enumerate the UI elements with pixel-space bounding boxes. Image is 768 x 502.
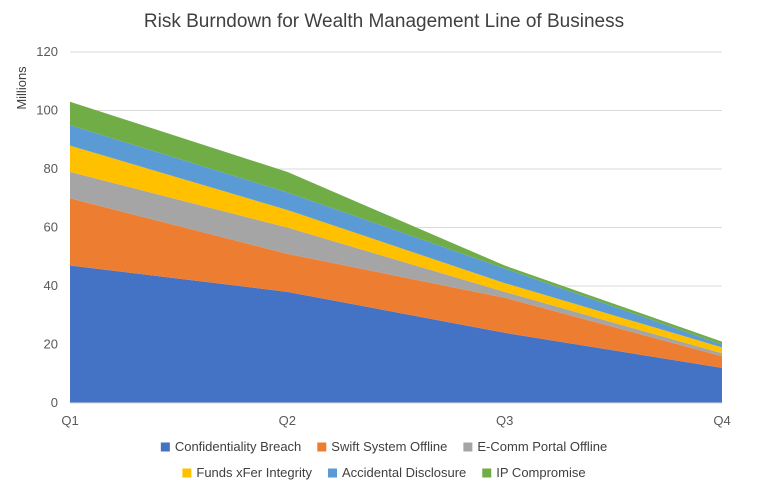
area-series-2	[70, 171, 722, 357]
y-tick-label: 100	[36, 103, 58, 118]
legend-item: Accidental Disclosure	[327, 465, 466, 480]
x-axis: Q1 Q2 Q3 Q4	[61, 402, 731, 428]
y-tick-label: 60	[44, 220, 58, 235]
legend-swatch	[182, 468, 192, 478]
legend-swatch	[317, 442, 327, 452]
y-axis-title: Millions	[14, 66, 29, 110]
area-series-5	[70, 101, 722, 345]
legend-item: E-Comm Portal Offline	[463, 439, 607, 454]
y-tick-label: 120	[36, 44, 58, 59]
x-tick-label: Q3	[496, 413, 513, 428]
x-tick-label: Q1	[61, 413, 78, 428]
area-series-3	[70, 145, 722, 354]
legend-label: E-Comm Portal Offline	[477, 439, 607, 454]
legend-item: Swift System Offline	[317, 439, 447, 454]
legend-label: Accidental Disclosure	[342, 465, 466, 480]
x-tick-label: Q2	[279, 413, 296, 428]
legend-swatch	[160, 442, 170, 452]
y-axis: 0 20 40 60 80 100 120	[36, 44, 58, 410]
legend-label: Confidentiality Breach	[175, 439, 301, 454]
area-series-4	[70, 125, 722, 348]
area-series-1	[70, 198, 722, 368]
legend-item: IP Compromise	[482, 465, 586, 480]
legend-label: Funds xFer Integrity	[196, 465, 312, 480]
legend-swatch	[327, 468, 337, 478]
y-tick-label: 0	[51, 395, 58, 410]
area-series-0	[70, 265, 722, 403]
legend-swatch	[463, 442, 473, 452]
y-tick-label: 40	[44, 278, 58, 293]
x-tick-label: Q4	[713, 413, 730, 428]
legend-swatch	[482, 468, 492, 478]
legend-item: Confidentiality Breach	[160, 439, 301, 454]
legend-label: IP Compromise	[496, 465, 585, 480]
y-tick-label: 20	[44, 337, 58, 352]
legend: Confidentiality Breach Swift System Offli…	[160, 439, 607, 480]
legend-item: Funds xFer Integrity	[182, 465, 312, 480]
legend-label: Swift System Offline	[331, 439, 447, 454]
y-tick-label: 80	[44, 161, 58, 176]
plot-areas	[70, 101, 722, 403]
chart-title: Risk Burndown for Wealth Management Line…	[144, 11, 624, 32]
